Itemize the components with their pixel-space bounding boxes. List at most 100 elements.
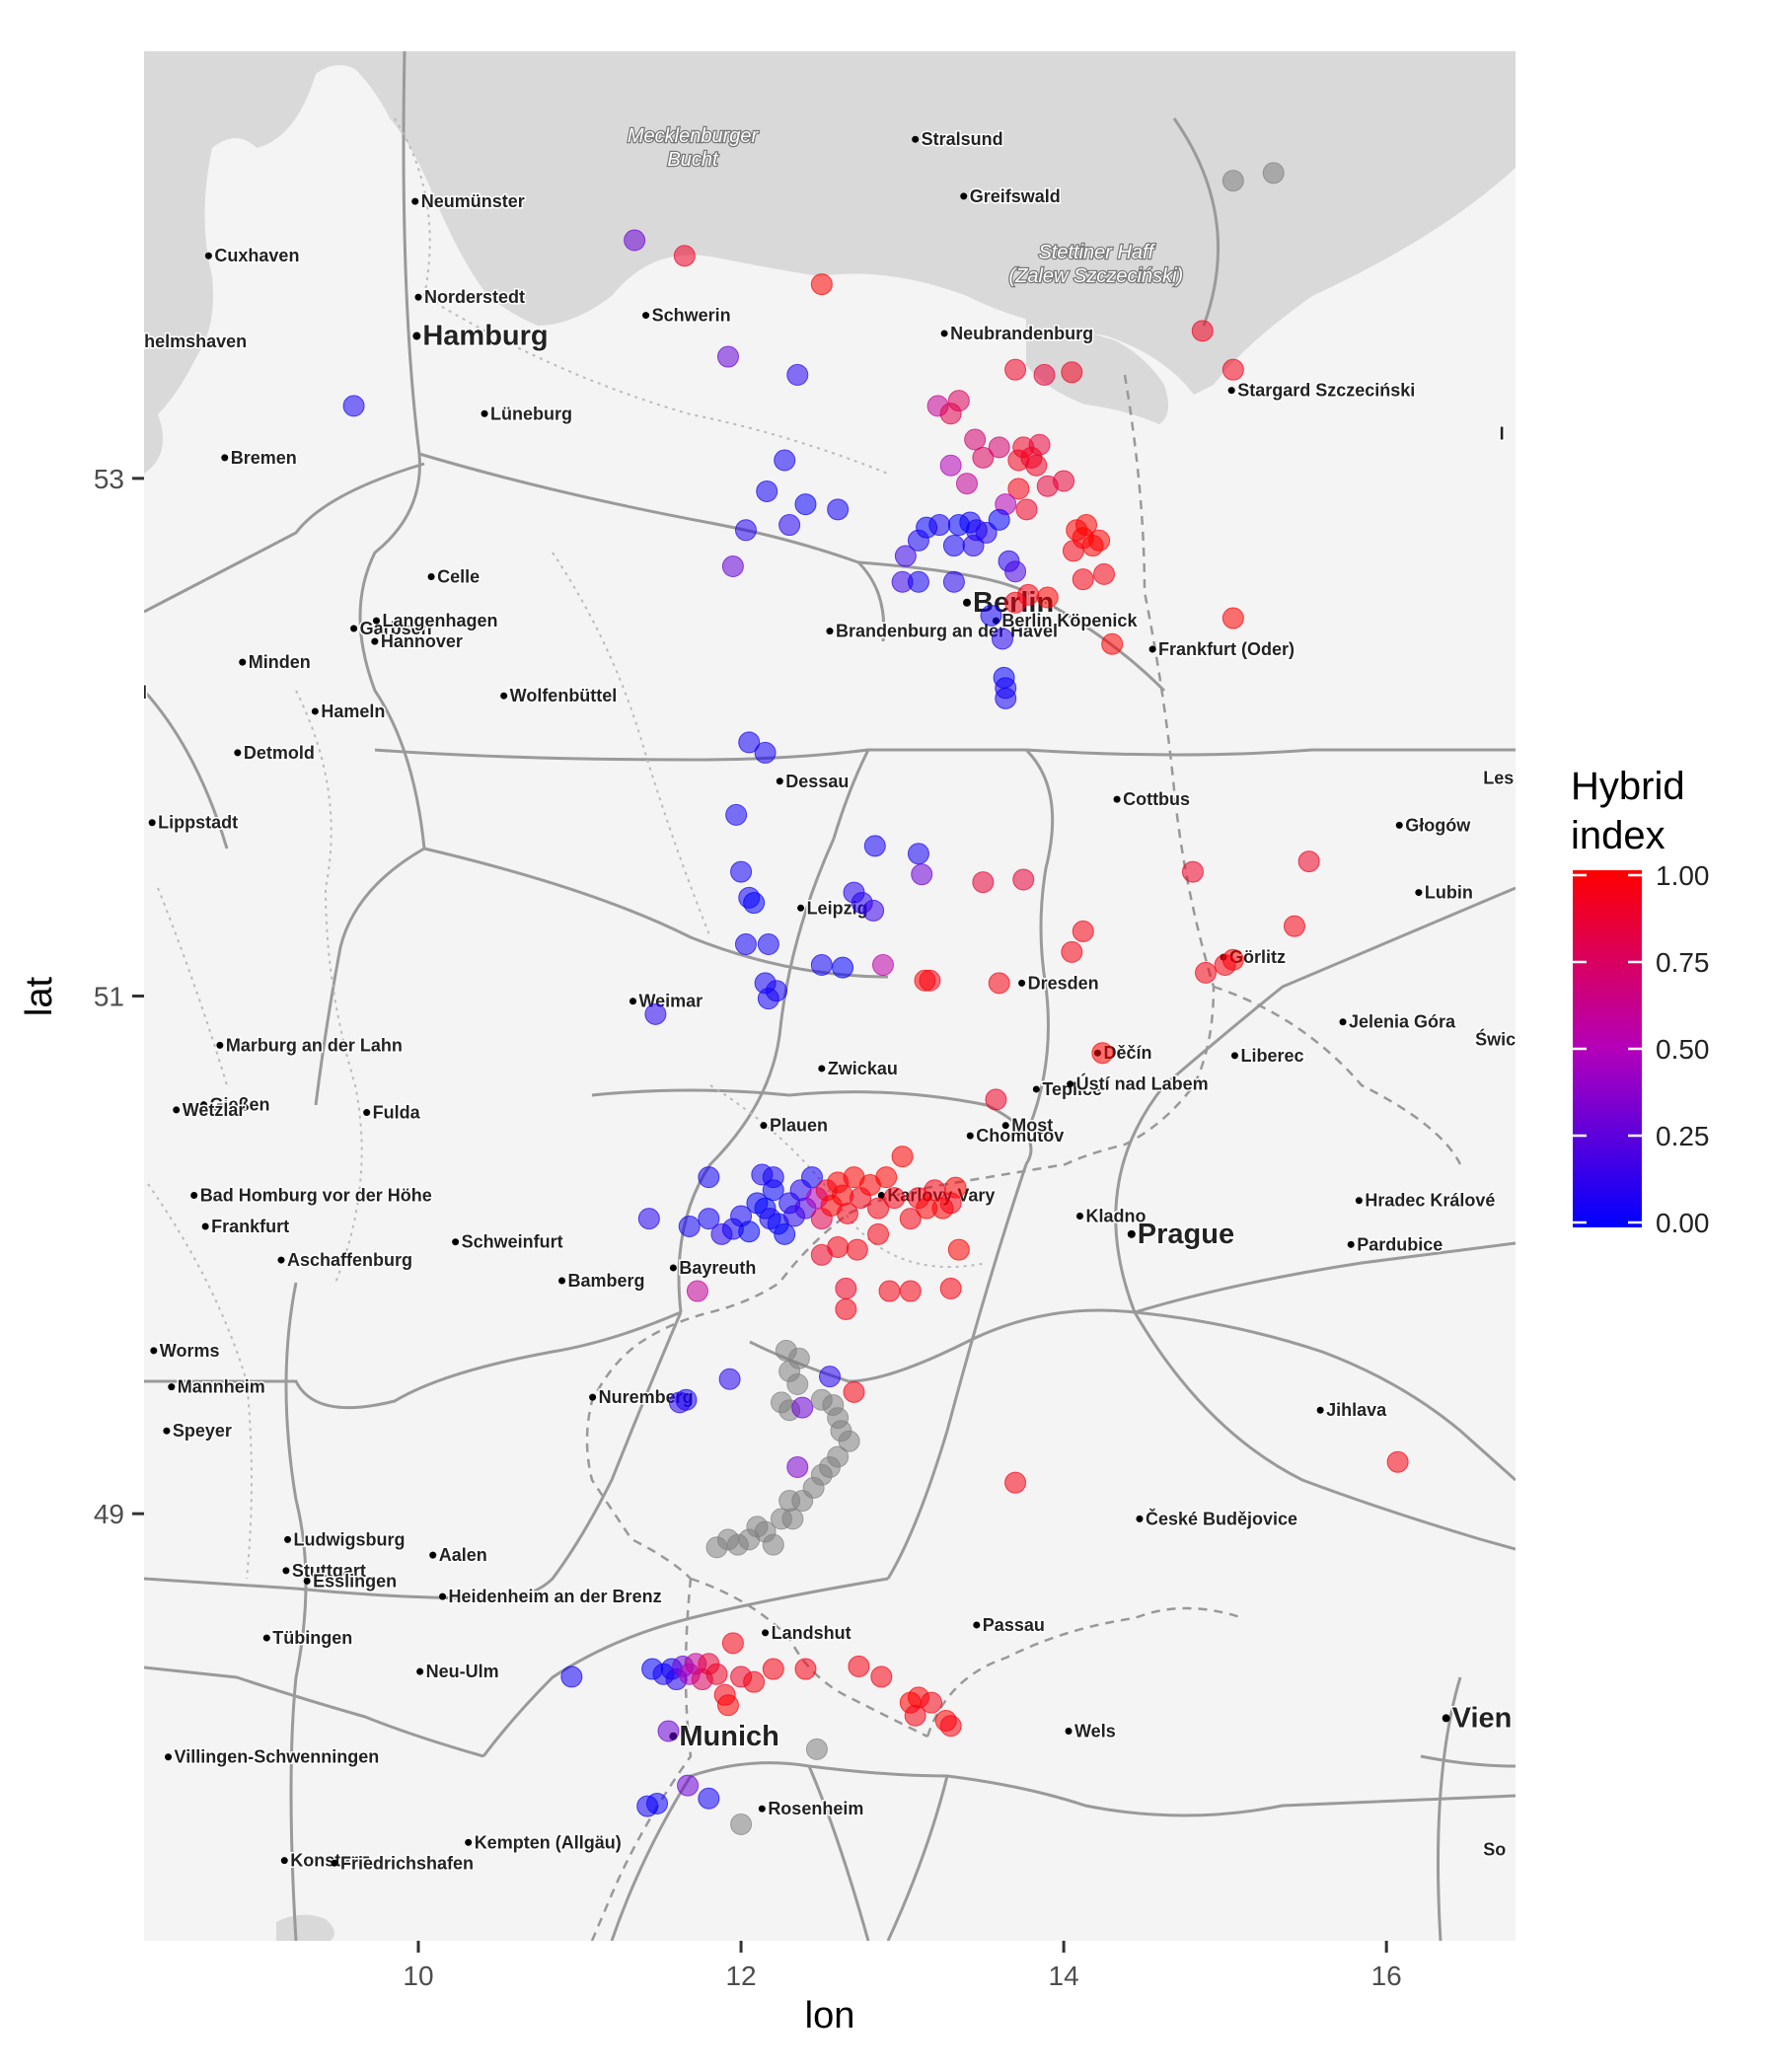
city-label-langenhagen: Langenhagen [382,611,497,630]
data-point [907,843,929,865]
data-point [1214,954,1236,977]
city-label-hamburg: Hamburg [422,321,548,352]
city-label-mannheim: Mannheim [178,1377,265,1397]
data-point [871,954,894,977]
city-dot-zwickau [818,1065,826,1073]
city-label-flensburg: Flensburg [333,8,418,28]
city-dot-wilhelmshaven [109,337,115,344]
city-dot-garbsen [350,625,358,632]
city-dot-speyer [163,1427,171,1435]
data-point [738,1221,761,1243]
city-dot-konstanz [280,1857,288,1865]
data-point [794,1658,817,1680]
data-point [786,363,809,386]
x-tick-label-14: 14 [1049,1961,1079,1991]
city-label-lippstadt: Lippstadt [158,813,238,833]
city-dot-esslingen [303,1577,311,1585]
data-point [762,1533,784,1556]
data-point [883,1187,906,1210]
data-point [964,428,987,451]
data-point [668,1391,691,1414]
city-dot-minden [239,658,247,666]
data-point [843,1380,865,1403]
city-label-decin: Děčín [1103,1043,1151,1063]
city-dot-cottbus [1113,795,1121,803]
data-point [867,1197,890,1220]
data-point [1091,1042,1114,1065]
city-label-neu-ulm: Neu-Ulm [426,1662,499,1681]
data-point [721,555,744,578]
data-point [774,449,796,472]
lake-constance-water [276,1914,334,1941]
city-dot-hradec-kralove [1355,1197,1363,1205]
data-point [1072,920,1094,942]
data-point [988,972,1010,995]
city-label-teplice: Teplice [1042,1079,1102,1099]
north-sea-water [144,257,205,474]
city-label-ceske-budejovice: České Budějovice [1146,1508,1297,1528]
city-dot-frankfurt-oder [1148,645,1156,653]
city-label-bamberg: Bamberg [568,1271,645,1291]
x-axis-title: lon [805,1995,855,2036]
data-point [939,1192,962,1215]
city-label-friedrichshafen: Friedrichshafen [340,1853,474,1873]
data-point [827,498,850,521]
data-point [939,403,962,425]
city-label-cuxhaven: Cuxhaven [214,246,299,265]
data-point [778,514,801,537]
data-point [781,1508,804,1530]
city-dot-hamburg [412,332,421,340]
data-point [1015,498,1038,521]
data-point [705,1663,728,1685]
city-label-berlin-kopenick: Berlin Köpenick [1001,611,1138,630]
y-axis: 49 51 53 [94,464,144,1529]
data-point [762,1166,784,1189]
city-label-dresden: Dresden [1028,973,1099,993]
data-point [730,860,753,883]
data-point [810,273,833,296]
city-dot-stargard-szczecinski [1227,387,1235,395]
city-labels: Flensburg Stralsund Greifswald Neumünster Cu… [96,8,1516,1875]
data-point [980,604,1002,627]
city-dot-flensburg [323,14,330,21]
city-dot-bremen [221,454,229,462]
data-point [756,480,778,502]
data-point [1181,860,1204,883]
city-dot-most [1001,1122,1009,1130]
city-dot-kladno [1075,1212,1083,1220]
data-point [1386,1450,1409,1473]
data-point [757,933,779,956]
data-point [947,1238,970,1261]
data-point [838,1430,860,1452]
city-label-chomutov: Chomutov [976,1126,1064,1146]
city-dot-dessau [776,777,783,785]
city-dot-aschaffenburg [277,1256,285,1264]
city-dot-luneburg [481,409,488,417]
city-dot-friedrichshafen [331,1859,338,1867]
data-point [1004,591,1027,614]
data-point [1075,514,1098,537]
data-point [848,1655,870,1677]
data-point [646,1792,669,1814]
city-label-wels: Wels [1074,1722,1116,1741]
data-point [899,1208,922,1230]
data-point [947,514,970,537]
city-dot-neu-ulm [416,1667,424,1675]
city-label-cottbus: Cottbus [1123,789,1190,809]
legend-ticks: 1.00 0.75 0.50 0.25 0.00 [1573,860,1710,1238]
data-point [939,454,962,477]
city-label-dessau: Dessau [785,772,849,791]
data-point [678,1215,701,1237]
data-point [939,1277,962,1299]
data-point [1053,470,1075,492]
edge-label-burg: burg [96,1627,135,1647]
data-point [1101,632,1124,655]
data-point [836,1202,858,1224]
data-point [1221,358,1244,381]
city-dot-liberec [1230,1052,1238,1060]
data-point [878,1280,901,1302]
y-tick-label-53: 53 [94,464,124,494]
city-label-ludwigsburg: Ludwigsburg [294,1529,406,1549]
